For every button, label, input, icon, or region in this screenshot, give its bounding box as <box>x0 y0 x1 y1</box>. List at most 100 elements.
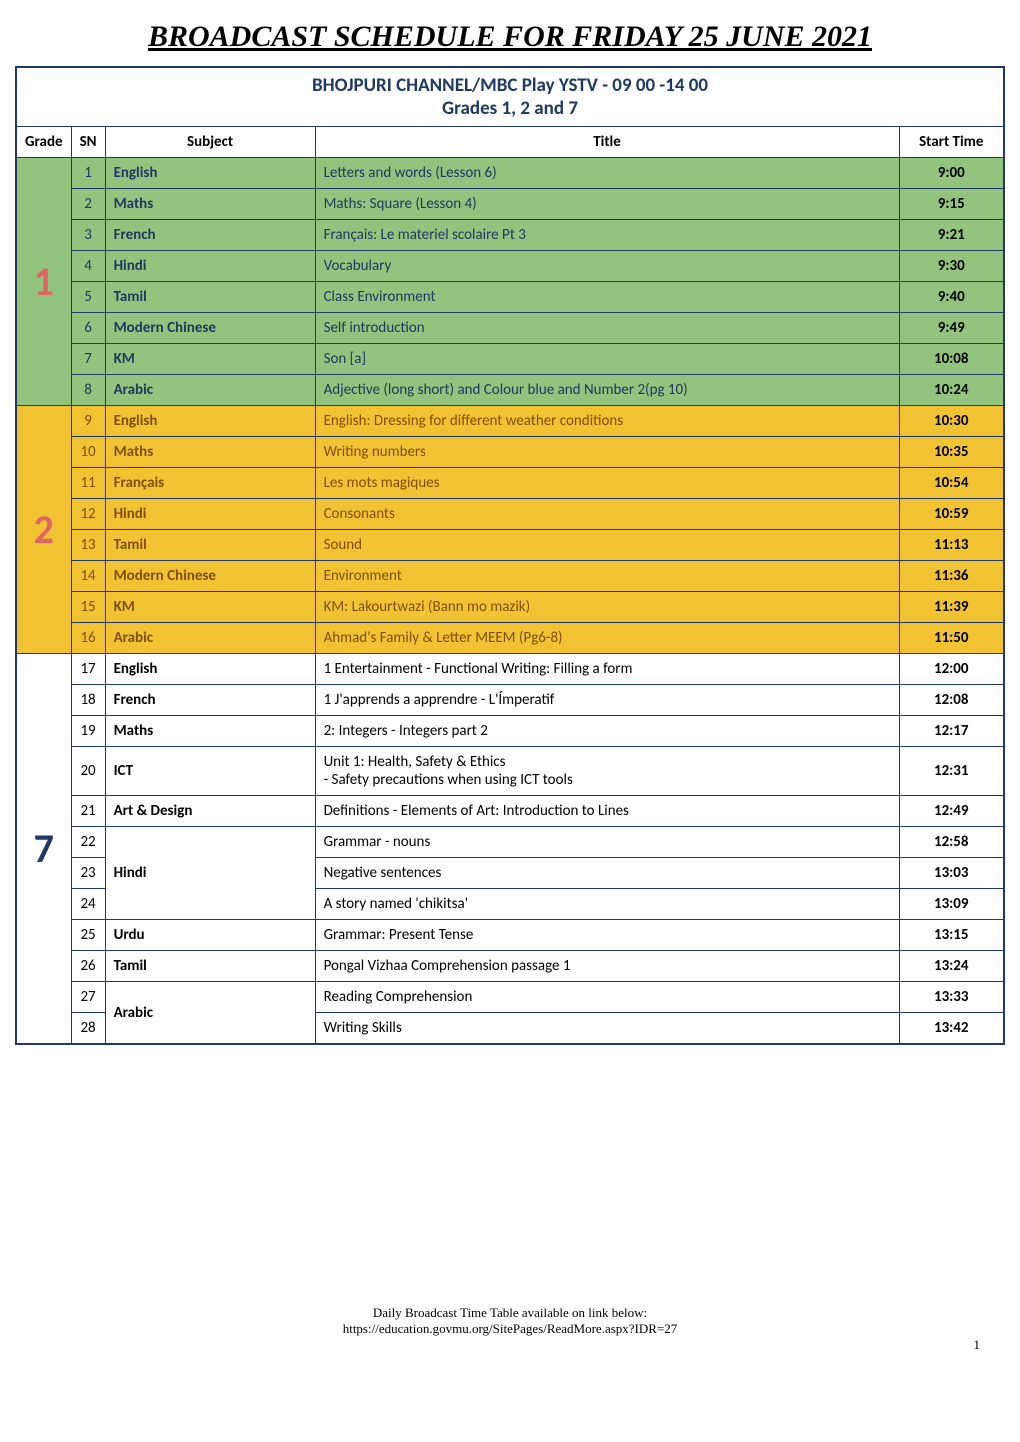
table-row: 22HindiGrammar - nouns12:58 <box>16 827 1004 858</box>
sn-cell: 6 <box>71 313 105 344</box>
time-cell: 12:58 <box>899 827 1004 858</box>
subject-cell: English <box>105 158 315 189</box>
subject-cell: English <box>105 406 315 437</box>
schedule-body: 11EnglishLetters and words (Lesson 6)9:0… <box>16 158 1004 1045</box>
title-cell: Definitions - Elements of Art: Introduct… <box>315 796 899 827</box>
time-cell: 11:50 <box>899 623 1004 654</box>
sn-cell: 2 <box>71 189 105 220</box>
grade-cell: 1 <box>16 158 71 406</box>
time-cell: 12:17 <box>899 716 1004 747</box>
sn-cell: 20 <box>71 747 105 796</box>
sn-cell: 3 <box>71 220 105 251</box>
sn-cell: 1 <box>71 158 105 189</box>
subject-cell: Modern Chinese <box>105 561 315 592</box>
grades-header: Grades 1, 2 and 7 <box>23 97 997 120</box>
table-row: 25UrduGrammar: Present Tense13:15 <box>16 920 1004 951</box>
title-cell: A story named 'chikitsa' <box>315 889 899 920</box>
time-cell: 10:08 <box>899 344 1004 375</box>
title-cell: KM: Lakourtwazi (Bann mo mazik) <box>315 592 899 623</box>
title-cell: Français: Le materiel scolaire Pt 3 <box>315 220 899 251</box>
time-cell: 11:39 <box>899 592 1004 623</box>
title-cell: Reading Comprehension <box>315 982 899 1013</box>
table-row: 16ArabicAhmad's Family & Letter MEEM (Pg… <box>16 623 1004 654</box>
subject-cell: Maths <box>105 716 315 747</box>
title-cell: 2: Integers - Integers part 2 <box>315 716 899 747</box>
table-row: 21Art & DesignDefinitions - Elements of … <box>16 796 1004 827</box>
title-cell: Vocabulary <box>315 251 899 282</box>
time-cell: 12:49 <box>899 796 1004 827</box>
title-cell: Self introduction <box>315 313 899 344</box>
table-row: 8ArabicAdjective (long short) and Colour… <box>16 375 1004 406</box>
table-row: 4HindiVocabulary9:30 <box>16 251 1004 282</box>
subject-cell: KM <box>105 592 315 623</box>
grade-cell: 7 <box>16 654 71 1045</box>
table-row: 2MathsMaths: Square (Lesson 4)9:15 <box>16 189 1004 220</box>
time-cell: 13:15 <box>899 920 1004 951</box>
title-cell: Ahmad's Family & Letter MEEM (Pg6-8) <box>315 623 899 654</box>
sn-cell: 21 <box>71 796 105 827</box>
subject-cell: Modern Chinese <box>105 313 315 344</box>
subject-cell: Tamil <box>105 530 315 561</box>
title-cell: 1 J'apprends a apprendre - L'Ímperatif <box>315 685 899 716</box>
subject-cell: Hindi <box>105 827 315 920</box>
col-grade: Grade <box>16 127 71 158</box>
time-cell: 9:15 <box>899 189 1004 220</box>
subject-cell: Arabic <box>105 375 315 406</box>
subject-cell: Arabic <box>105 982 315 1045</box>
title-cell: Adjective (long short) and Colour blue a… <box>315 375 899 406</box>
table-row: 10MathsWriting numbers10:35 <box>16 437 1004 468</box>
sn-cell: 14 <box>71 561 105 592</box>
time-cell: 10:35 <box>899 437 1004 468</box>
channel-header: BHOJPURI CHANNEL/MBC Play YSTV - 09 00 -… <box>16 67 1004 127</box>
table-row: 15KMKM: Lakourtwazi (Bann mo mazik)11:39 <box>16 592 1004 623</box>
time-cell: 10:59 <box>899 499 1004 530</box>
subject-cell: KM <box>105 344 315 375</box>
subject-cell: Maths <box>105 437 315 468</box>
time-cell: 12:00 <box>899 654 1004 685</box>
sn-cell: 23 <box>71 858 105 889</box>
table-row: 13TamilSound11:13 <box>16 530 1004 561</box>
sn-cell: 27 <box>71 982 105 1013</box>
sn-cell: 26 <box>71 951 105 982</box>
sn-cell: 4 <box>71 251 105 282</box>
sn-cell: 8 <box>71 375 105 406</box>
table-row: 14Modern ChineseEnvironment11:36 <box>16 561 1004 592</box>
time-cell: 10:54 <box>899 468 1004 499</box>
time-cell: 11:13 <box>899 530 1004 561</box>
sn-cell: 28 <box>71 1013 105 1045</box>
subject-cell: Français <box>105 468 315 499</box>
col-start-time: Start Time <box>899 127 1004 158</box>
title-cell: Writing numbers <box>315 437 899 468</box>
table-row: 6Modern ChineseSelf introduction9:49 <box>16 313 1004 344</box>
table-row: 717English1 Entertainment - Functional W… <box>16 654 1004 685</box>
title-cell: Writing Skills <box>315 1013 899 1045</box>
time-cell: 9:30 <box>899 251 1004 282</box>
title-cell: English: Dressing for different weather … <box>315 406 899 437</box>
schedule-table: BHOJPURI CHANNEL/MBC Play YSTV - 09 00 -… <box>15 66 1005 1045</box>
table-row: 20ICTUnit 1: Health, Safety & Ethics - S… <box>16 747 1004 796</box>
sn-cell: 17 <box>71 654 105 685</box>
time-cell: 10:30 <box>899 406 1004 437</box>
title-cell: Grammar: Present Tense <box>315 920 899 951</box>
title-cell: 1 Entertainment - Functional Writing: Fi… <box>315 654 899 685</box>
sn-cell: 19 <box>71 716 105 747</box>
footer-line2: https://education.govmu.org/SitePages/Re… <box>15 1321 1005 1337</box>
title-cell: Environment <box>315 561 899 592</box>
grade-cell: 2 <box>16 406 71 654</box>
title-cell: Sound <box>315 530 899 561</box>
subject-cell: English <box>105 654 315 685</box>
col-subject: Subject <box>105 127 315 158</box>
table-row: 12HindiConsonants10:59 <box>16 499 1004 530</box>
sn-cell: 9 <box>71 406 105 437</box>
subject-cell: Maths <box>105 189 315 220</box>
time-cell: 13:03 <box>899 858 1004 889</box>
title-cell: Letters and words (Lesson 6) <box>315 158 899 189</box>
sn-cell: 18 <box>71 685 105 716</box>
subject-cell: French <box>105 220 315 251</box>
sn-cell: 7 <box>71 344 105 375</box>
time-cell: 9:40 <box>899 282 1004 313</box>
title-cell: Negative sentences <box>315 858 899 889</box>
page-number: 1 <box>974 1337 981 1353</box>
time-cell: 13:09 <box>899 889 1004 920</box>
title-cell: Son [a] <box>315 344 899 375</box>
